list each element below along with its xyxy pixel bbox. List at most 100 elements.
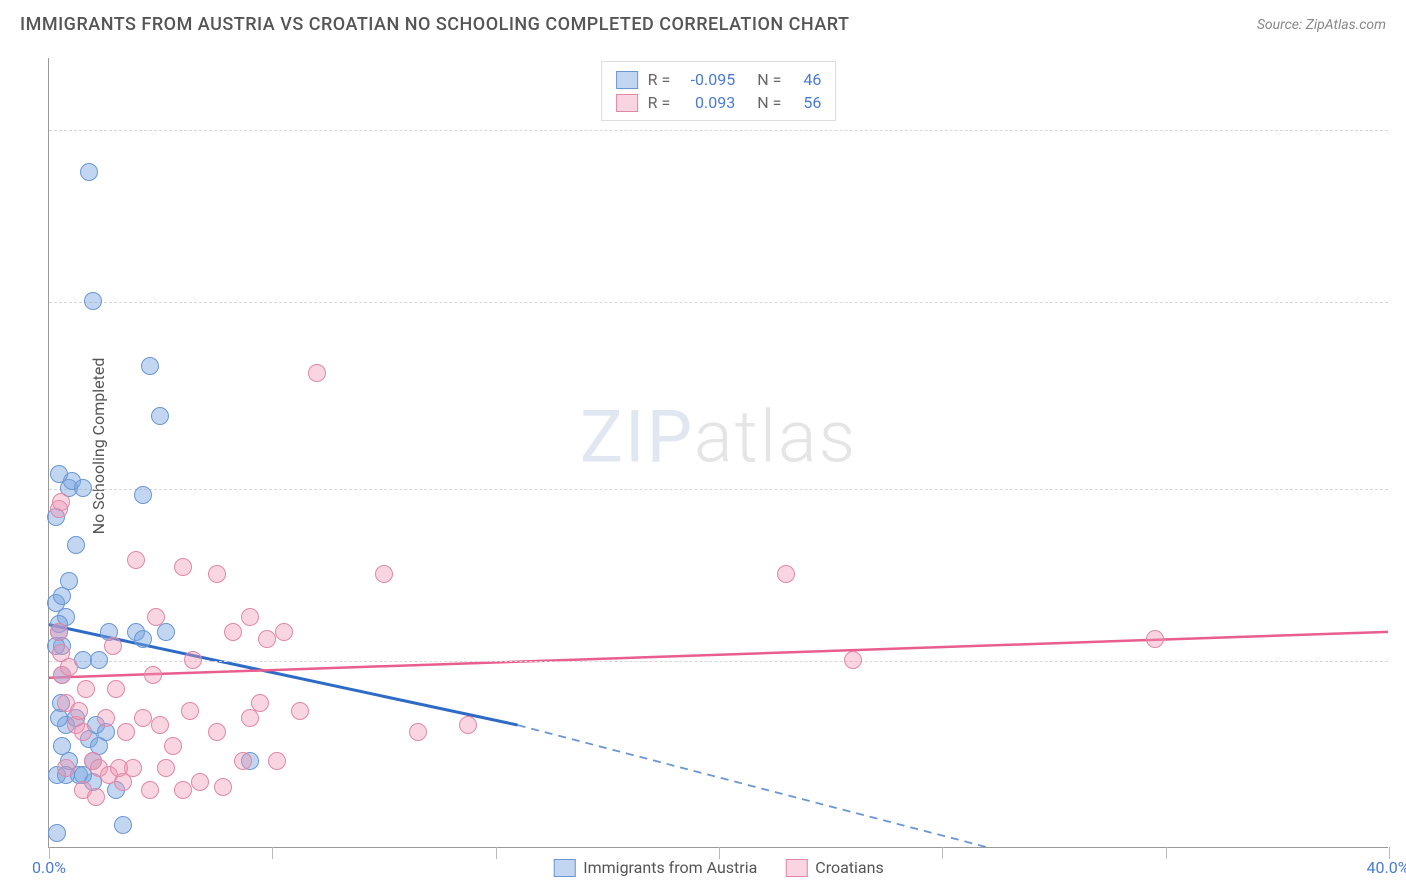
x-end-label: 40.0% <box>1367 858 1406 877</box>
ytick-label: 2.5% <box>1393 479 1406 498</box>
data-point <box>214 778 232 796</box>
legend-n-value: 46 <box>791 70 821 89</box>
legend-r-label: R = <box>648 70 671 89</box>
legend-r-label: R = <box>648 93 671 112</box>
xtick <box>49 847 50 859</box>
data-point <box>151 407 169 425</box>
legend-top-row: R = -0.095 N = 46 <box>616 68 822 91</box>
data-point <box>291 702 309 720</box>
source-attribution: Source: ZipAtlas.com <box>1257 17 1386 33</box>
data-point <box>114 816 132 834</box>
data-point <box>459 716 477 734</box>
data-point <box>48 824 66 842</box>
chart-title: IMMIGRANTS FROM AUSTRIA VS CROATIAN NO S… <box>20 14 849 35</box>
legend-series-label: Croatians <box>815 858 883 877</box>
data-point <box>141 357 159 375</box>
data-point <box>224 623 242 641</box>
data-point <box>134 486 152 504</box>
legend-swatch <box>785 859 807 877</box>
watermark-bold: ZIP <box>580 394 694 479</box>
ytick-label: 1.3% <box>1393 652 1406 671</box>
data-point <box>164 737 182 755</box>
data-point <box>409 723 427 741</box>
data-point <box>117 723 135 741</box>
legend-n-label: N = <box>757 93 781 112</box>
xtick <box>272 847 273 859</box>
data-point <box>134 630 152 648</box>
data-point <box>110 759 128 777</box>
data-point <box>151 716 169 734</box>
legend-r-value: -0.095 <box>680 70 735 89</box>
gridline <box>49 302 1388 303</box>
legend-swatch <box>553 859 575 877</box>
legend-bottom: Immigrants from Austria Croatians <box>553 858 883 877</box>
data-point <box>60 572 78 590</box>
watermark-light: atlas <box>694 394 857 479</box>
xtick <box>1389 847 1390 859</box>
data-point <box>141 781 159 799</box>
data-point <box>184 651 202 669</box>
ytick-label: 5.0% <box>1393 120 1406 139</box>
legend-n-label: N = <box>757 70 781 89</box>
data-point <box>241 608 259 626</box>
xtick <box>719 847 720 859</box>
data-point <box>90 651 108 669</box>
data-point <box>275 623 293 641</box>
legend-r-value: 0.093 <box>680 93 735 112</box>
data-point <box>191 773 209 791</box>
gridline <box>49 489 1388 490</box>
data-point <box>52 493 70 511</box>
data-point <box>777 565 795 583</box>
data-point <box>80 163 98 181</box>
data-point <box>107 680 125 698</box>
data-point <box>67 536 85 554</box>
ytick-label: 3.8% <box>1393 293 1406 312</box>
xtick <box>496 847 497 859</box>
data-point <box>234 752 252 770</box>
gridline <box>49 130 1388 131</box>
data-point <box>157 759 175 777</box>
data-point <box>134 709 152 727</box>
xtick <box>942 847 943 859</box>
data-point <box>144 666 162 684</box>
data-point <box>308 364 326 382</box>
data-point <box>375 565 393 583</box>
data-point <box>127 551 145 569</box>
legend-n-value: 56 <box>791 93 821 112</box>
scatter-plot: ZIPatlas R = -0.095 N = 46 R = 0.093 N =… <box>48 58 1388 848</box>
data-point <box>84 292 102 310</box>
gridline <box>49 661 1388 662</box>
trend-lines <box>49 58 1388 847</box>
data-point <box>97 709 115 727</box>
data-point <box>1146 630 1164 648</box>
data-point <box>268 752 286 770</box>
legend-series-label: Immigrants from Austria <box>583 858 757 877</box>
xtick <box>1166 847 1167 859</box>
data-point <box>74 479 92 497</box>
data-point <box>70 702 88 720</box>
data-point <box>104 637 122 655</box>
legend-bottom-item: Croatians <box>785 858 883 877</box>
data-point <box>53 737 71 755</box>
data-point <box>50 465 68 483</box>
legend-bottom-item: Immigrants from Austria <box>553 858 757 877</box>
data-point <box>241 709 259 727</box>
data-point <box>174 558 192 576</box>
data-point <box>87 788 105 806</box>
data-point <box>258 630 276 648</box>
data-point <box>181 702 199 720</box>
data-point <box>60 658 78 676</box>
data-point <box>57 759 75 777</box>
data-point <box>174 781 192 799</box>
legend-top-row: R = 0.093 N = 56 <box>616 91 822 114</box>
data-point <box>208 565 226 583</box>
legend-top: R = -0.095 N = 46 R = 0.093 N = 56 <box>601 61 837 121</box>
legend-swatch <box>616 94 638 112</box>
data-point <box>50 623 68 641</box>
legend-swatch <box>616 71 638 89</box>
data-point <box>74 723 92 741</box>
data-point <box>147 608 165 626</box>
watermark: ZIPatlas <box>580 394 857 479</box>
data-point <box>844 651 862 669</box>
data-point <box>208 723 226 741</box>
